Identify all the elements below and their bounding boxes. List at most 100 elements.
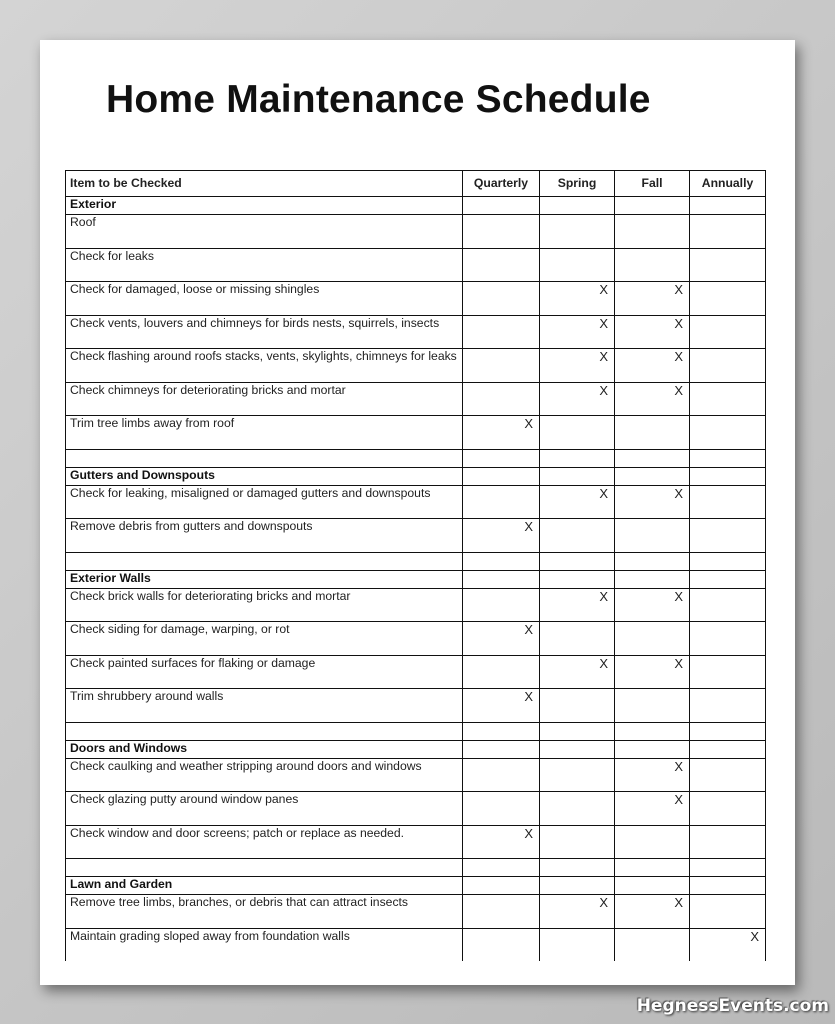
item-label: Remove debris from gutters and downspout… <box>65 518 463 553</box>
cell-annually <box>689 894 766 929</box>
cell-fall <box>614 824 690 859</box>
cell-annually <box>689 466 766 486</box>
cell-quarterly <box>462 484 540 519</box>
table-row: Check brick walls for deteriorating bric… <box>65 587 766 622</box>
cell-quarterly <box>462 739 540 759</box>
cell-fall <box>614 858 690 877</box>
cell-annually <box>689 381 766 416</box>
cell-spring <box>539 214 615 249</box>
cell-spring <box>539 415 615 450</box>
cell-spring <box>539 824 615 859</box>
cell-spring <box>539 196 615 215</box>
cell-spring <box>539 518 615 553</box>
cell-fall <box>614 569 690 589</box>
table-row: Trim tree limbs away from roof X <box>65 415 766 450</box>
cell-quarterly <box>462 721 540 741</box>
cell-annually <box>689 824 766 859</box>
cell-annually <box>689 791 766 826</box>
item-label: Check vents, louvers and chimneys for bi… <box>65 314 463 349</box>
cell-quarterly <box>462 381 540 416</box>
cell-annually <box>689 654 766 689</box>
cell-quarterly <box>462 214 540 249</box>
cell-annually <box>689 858 766 877</box>
item-label: Check painted surfaces for flaking or da… <box>65 654 463 689</box>
cell-annually <box>689 739 766 759</box>
item-label: Trim tree limbs away from roof <box>65 415 463 450</box>
cell-fall: X <box>614 587 690 622</box>
cell-spring <box>539 551 615 571</box>
item-label: Check for leaks <box>65 247 463 282</box>
cell-annually <box>689 214 766 249</box>
blank-row <box>65 448 766 468</box>
cell-fall <box>614 448 690 468</box>
cell-spring: X <box>539 894 615 929</box>
cell-spring <box>539 858 615 877</box>
cell-fall <box>614 415 690 450</box>
cell-annually <box>689 721 766 741</box>
cell-spring: X <box>539 484 615 519</box>
cell-fall <box>614 876 690 895</box>
cell-quarterly <box>462 858 540 877</box>
cell-quarterly <box>462 654 540 689</box>
item-label: Remove tree limbs, branches, or debris t… <box>65 894 463 929</box>
item-label: Check for leaking, misaligned or damaged… <box>65 484 463 519</box>
item-label: Check for damaged, loose or missing shin… <box>65 281 463 316</box>
cell-spring <box>539 757 615 792</box>
cell-spring <box>539 569 615 589</box>
item-label <box>65 551 463 571</box>
cell-fall: X <box>614 281 690 316</box>
cell-quarterly <box>462 196 540 215</box>
cell-fall <box>614 927 690 961</box>
item-label: Check siding for damage, warping, or rot <box>65 621 463 656</box>
cell-spring <box>539 927 615 961</box>
table-header-row: Item to be Checked Quarterly Spring Fall… <box>65 170 766 197</box>
cell-fall: X <box>614 381 690 416</box>
cell-quarterly: X <box>462 415 540 450</box>
column-header-annually: Annually <box>689 170 766 197</box>
maintenance-table: Item to be Checked Quarterly Spring Fall… <box>65 170 766 961</box>
item-label: Check flashing around roofs stacks, vent… <box>65 348 463 383</box>
cell-quarterly <box>462 448 540 468</box>
cell-spring: X <box>539 654 615 689</box>
cell-annually <box>689 314 766 349</box>
cell-fall: X <box>614 654 690 689</box>
section-row: Exterior <box>65 196 766 215</box>
cell-annually <box>689 348 766 383</box>
cell-annually <box>689 569 766 589</box>
cell-spring: X <box>539 587 615 622</box>
cell-annually <box>689 551 766 571</box>
item-label <box>65 858 463 877</box>
cell-fall <box>614 196 690 215</box>
section-row: Exterior Walls <box>65 569 766 589</box>
cell-fall: X <box>614 314 690 349</box>
cell-annually <box>689 688 766 723</box>
cell-fall <box>614 466 690 486</box>
section-label: Doors and Windows <box>65 739 463 759</box>
item-label: Check window and door screens; patch or … <box>65 824 463 859</box>
cell-annually <box>689 876 766 895</box>
cell-quarterly <box>462 348 540 383</box>
column-header-fall: Fall <box>614 170 690 197</box>
cell-quarterly: X <box>462 621 540 656</box>
cell-quarterly <box>462 314 540 349</box>
cell-annually <box>689 448 766 468</box>
cell-quarterly: X <box>462 518 540 553</box>
section-row: Gutters and Downspouts <box>65 466 766 486</box>
table-row: Check for damaged, loose or missing shin… <box>65 281 766 316</box>
cell-quarterly <box>462 894 540 929</box>
table-row: Roof <box>65 214 766 249</box>
cell-quarterly <box>462 569 540 589</box>
table-row: Check painted surfaces for flaking or da… <box>65 654 766 689</box>
table-row: Check flashing around roofs stacks, vent… <box>65 348 766 383</box>
column-header-quarterly: Quarterly <box>462 170 540 197</box>
cell-annually <box>689 247 766 282</box>
cell-spring <box>539 466 615 486</box>
cell-fall <box>614 721 690 741</box>
cell-fall <box>614 739 690 759</box>
cell-spring <box>539 791 615 826</box>
column-header-spring: Spring <box>539 170 615 197</box>
item-label: Check caulking and weather stripping aro… <box>65 757 463 792</box>
cell-spring: X <box>539 381 615 416</box>
cell-annually <box>689 621 766 656</box>
cell-spring: X <box>539 348 615 383</box>
